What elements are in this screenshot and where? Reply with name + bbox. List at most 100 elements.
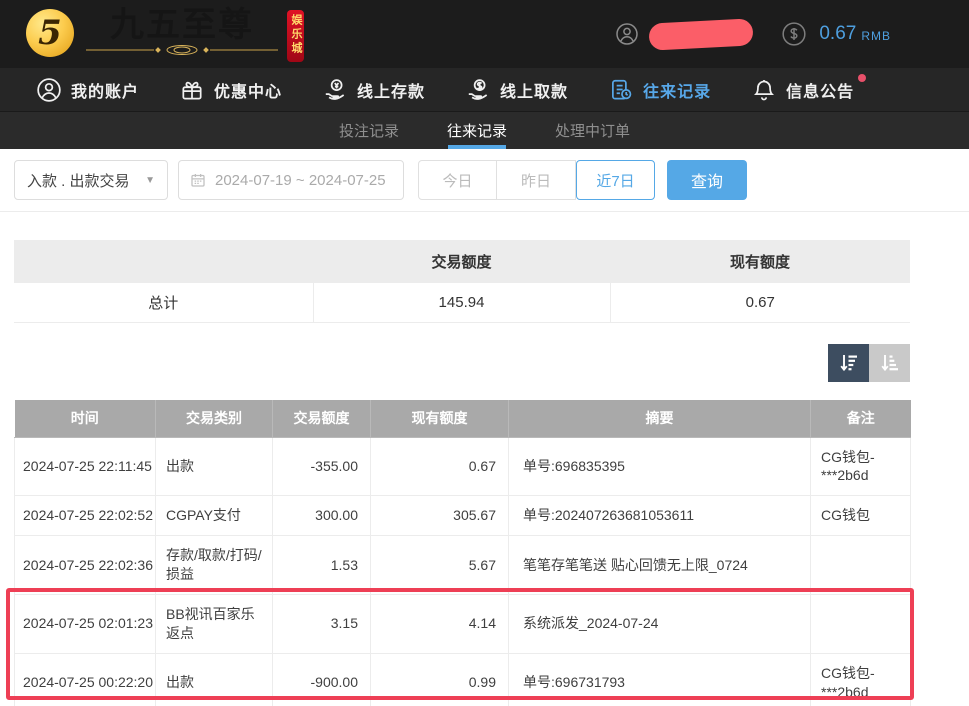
sort-descending-button[interactable] — [828, 344, 869, 382]
cell-summary: 单号:202407263681053611 — [508, 495, 811, 537]
cell-summary: 笔笔存笔笔送 贴心回馈无上限_0724 — [508, 535, 811, 595]
table-row: 2024-07-25 22:02:36 存款/取款/打码/损益 1.53 5.6… — [14, 535, 911, 595]
cell-balance: 0.67 — [370, 436, 509, 497]
logo-flourish-ornament — [86, 45, 278, 56]
cell-type: BB视讯百家乐返点 — [155, 593, 273, 654]
col-header-summary: 摘要 — [508, 400, 811, 438]
cell-amount: 3.15 — [272, 593, 371, 654]
table-row: 2024-07-25 22:02:52 CGPAY支付 300.00 305.6… — [14, 495, 911, 537]
nav-label: 我的账户 — [71, 83, 140, 101]
user-icon — [37, 77, 61, 102]
nav-item-announcements[interactable]: 信息公告 — [751, 73, 867, 103]
last7days-button[interactable]: 近7日 — [576, 160, 655, 200]
cell-time: 2024-07-25 00:22:20 — [14, 652, 156, 706]
col-header-time: 时间 — [14, 400, 156, 438]
cell-note: CG钱包-***2b6d — [810, 436, 911, 497]
tab-pending-orders[interactable]: 处理中订单 — [531, 112, 654, 149]
calendar-icon — [191, 174, 205, 187]
nav-item-promotions[interactable]: 优惠中心 — [179, 77, 282, 103]
summary-header-row: 交易额度 现有额度 — [14, 240, 910, 283]
cell-summary: 单号:696731793 — [508, 652, 811, 706]
balance-display[interactable]: 0.67 RMB — [781, 21, 891, 47]
cell-type: CGPAY支付 — [155, 495, 273, 537]
date-range-value: 2024-07-19 ~ 2024-07-25 — [215, 171, 386, 189]
nav-item-withdraw[interactable]: 线上取款 — [465, 77, 568, 103]
table-row: 2024-07-25 22:11:45 出款 -355.00 0.67 单号:6… — [14, 436, 911, 497]
tab-transaction-records[interactable]: 往来记录 — [423, 112, 531, 149]
cell-note — [810, 535, 911, 595]
summary-header-empty — [14, 240, 313, 283]
sort-descending-icon — [839, 355, 857, 372]
filter-toolbar: 入款 . 出款交易 ▼ 2024-07-19 ~ 2024-07-25 今日 昨… — [14, 160, 747, 200]
date-range-input[interactable]: 2024-07-19 ~ 2024-07-25 — [178, 160, 404, 200]
withdraw-icon — [468, 78, 488, 100]
yesterday-button[interactable]: 昨日 — [497, 160, 576, 200]
deposit-icon — [325, 78, 345, 100]
cell-amount: 300.00 — [272, 495, 371, 537]
sort-controls — [828, 344, 910, 382]
cell-note: CG钱包 — [810, 495, 911, 537]
logo-badge: 娱乐城 — [287, 10, 304, 62]
today-button[interactable]: 今日 — [418, 160, 497, 200]
tab-label: 处理中订单 — [555, 123, 631, 140]
sub-tab-bar: 投注记录 往来记录 处理中订单 — [0, 112, 969, 149]
nav-label: 线上取款 — [500, 83, 569, 101]
table-row-highlighted: 2024-07-25 00:22:20 出款 -900.00 0.99 单号:6… — [14, 652, 911, 706]
cell-time: 2024-07-25 22:02:36 — [14, 535, 156, 595]
main-nav: 我的账户 优惠中心 线上存款 — [0, 68, 969, 112]
chevron-down-icon: ▼ — [145, 174, 155, 186]
cell-type: 出款 — [155, 436, 273, 497]
summary-header-balance: 现有额度 — [610, 240, 910, 283]
bell-icon — [754, 79, 775, 100]
col-header-note: 备注 — [810, 400, 911, 438]
logo-circle-icon: 5 — [26, 9, 74, 57]
sort-ascending-button[interactable] — [869, 344, 910, 382]
logo-title: 九五至尊 — [110, 5, 254, 43]
section-divider — [0, 211, 969, 212]
cell-balance: 5.67 — [370, 535, 509, 595]
notification-dot — [858, 73, 867, 82]
nav-item-my-account[interactable]: 我的账户 — [36, 77, 139, 103]
table-header-row: 时间 交易类别 交易额度 现有额度 摘要 备注 — [14, 400, 911, 438]
cell-time: 2024-07-25 22:02:52 — [14, 495, 156, 537]
summary-total-label: 总计 — [14, 283, 313, 323]
nav-label: 往来记录 — [643, 83, 712, 101]
top-header: 5 九五至尊 娱乐城 — [0, 0, 969, 68]
tab-label: 投注记录 — [338, 123, 399, 140]
user-icon — [616, 23, 639, 45]
tab-betting-records[interactable]: 投注记录 — [315, 112, 423, 149]
user-account-chip[interactable] — [615, 17, 754, 51]
site-logo[interactable]: 5 九五至尊 娱乐城 — [26, 5, 304, 62]
cell-time: 2024-07-25 02:01:23 — [14, 593, 156, 654]
nav-label: 线上存款 — [357, 83, 426, 101]
col-header-amount: 交易额度 — [272, 400, 371, 438]
transaction-type-select[interactable]: 入款 . 出款交易 ▼ — [14, 160, 168, 200]
balance-amount: 0.67 — [819, 23, 857, 44]
cell-summary: 单号:696835395 — [508, 436, 811, 497]
nav-item-deposit[interactable]: 线上存款 — [322, 77, 425, 103]
summary-header-transaction: 交易额度 — [313, 240, 610, 283]
sort-ascending-icon — [880, 355, 898, 372]
gift-icon — [182, 81, 202, 100]
col-header-type: 交易类别 — [155, 400, 273, 438]
records-icon — [612, 79, 632, 100]
transactions-table: 时间 交易类别 交易额度 现有额度 摘要 备注 2024-07-25 22:11… — [14, 400, 911, 706]
cell-balance: 4.14 — [370, 593, 509, 654]
cell-type: 存款/取款/打码/损益 — [155, 535, 273, 595]
balance-currency: RMB — [861, 29, 891, 43]
nav-item-records[interactable]: 往来记录 — [608, 77, 711, 103]
col-header-balance: 现有额度 — [370, 400, 509, 438]
summary-total-row: 总计 145.94 0.67 — [14, 283, 910, 323]
type-select-value: 入款 . 出款交易 — [27, 172, 130, 190]
quick-range-group: 今日 昨日 近7日 — [418, 160, 655, 200]
cell-note: CG钱包-***2b6d — [810, 652, 911, 706]
summary-transaction-total: 145.94 — [312, 283, 610, 323]
search-button[interactable]: 查询 — [667, 160, 747, 200]
cell-balance: 305.67 — [370, 495, 509, 537]
table-row: 2024-07-25 02:01:23 BB视讯百家乐返点 3.15 4.14 … — [14, 593, 911, 654]
summary-balance-total: 0.67 — [609, 283, 910, 323]
cell-note — [810, 593, 911, 654]
summary-table: 交易额度 现有额度 总计 145.94 0.67 — [14, 240, 910, 323]
nav-label: 优惠中心 — [214, 83, 283, 101]
